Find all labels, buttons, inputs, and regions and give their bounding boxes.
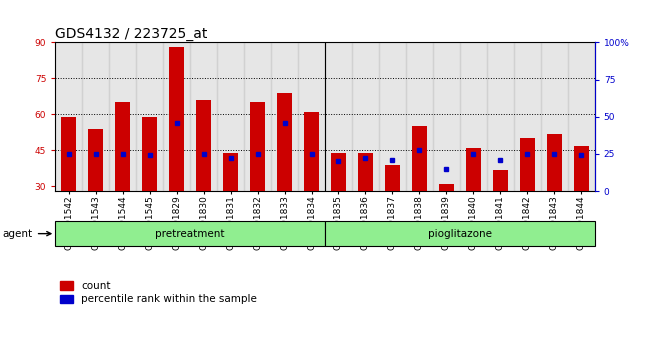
Bar — [439, 184, 454, 191]
Bar — [217, 42, 244, 191]
Bar — [379, 42, 406, 191]
Bar — [514, 42, 541, 191]
Bar — [250, 102, 265, 191]
Bar — [88, 129, 103, 191]
Bar — [109, 42, 136, 191]
Bar — [574, 145, 589, 191]
FancyBboxPatch shape — [55, 221, 325, 246]
Bar — [493, 170, 508, 191]
Bar — [412, 126, 427, 191]
Bar — [352, 42, 379, 191]
Bar — [298, 42, 325, 191]
Bar — [223, 153, 238, 191]
Bar — [244, 42, 271, 191]
Bar — [163, 42, 190, 191]
Bar — [136, 42, 163, 191]
Bar — [460, 42, 487, 191]
Bar — [520, 138, 535, 191]
Bar — [547, 133, 562, 191]
FancyBboxPatch shape — [325, 221, 595, 246]
Bar — [466, 148, 481, 191]
Bar — [55, 42, 83, 191]
Bar — [433, 42, 460, 191]
Legend: count, percentile rank within the sample: count, percentile rank within the sample — [60, 281, 257, 304]
Bar — [385, 165, 400, 191]
Bar — [169, 47, 184, 191]
Bar — [406, 42, 433, 191]
Bar — [331, 153, 346, 191]
Text: GDS4132 / 223725_at: GDS4132 / 223725_at — [55, 28, 207, 41]
Bar — [142, 117, 157, 191]
Bar — [277, 93, 292, 191]
Text: pioglitazone: pioglitazone — [428, 229, 492, 239]
Bar — [271, 42, 298, 191]
Bar — [358, 153, 373, 191]
Bar — [82, 42, 109, 191]
Text: agent: agent — [3, 229, 51, 239]
Bar — [61, 117, 76, 191]
Bar — [190, 42, 217, 191]
Bar — [487, 42, 514, 191]
Bar — [325, 42, 352, 191]
Bar — [541, 42, 568, 191]
Bar — [304, 112, 319, 191]
Bar — [568, 42, 595, 191]
Bar — [196, 100, 211, 191]
Bar — [115, 102, 130, 191]
Text: pretreatment: pretreatment — [155, 229, 225, 239]
